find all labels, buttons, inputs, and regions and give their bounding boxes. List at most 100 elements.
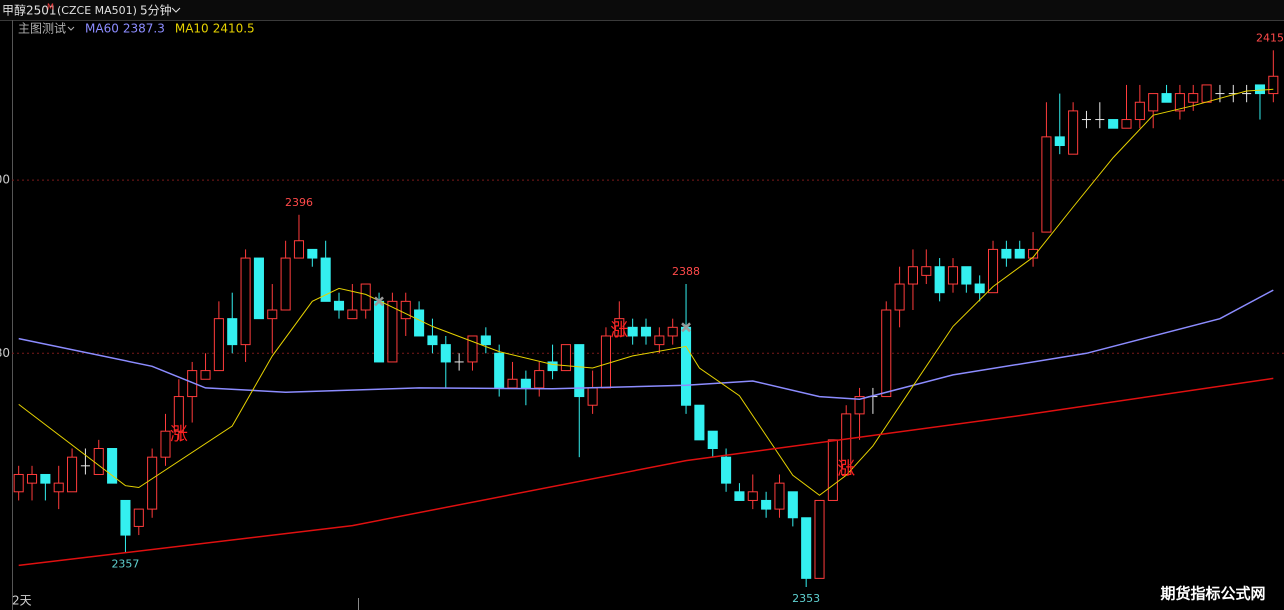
footer-label: 2天 (12, 594, 32, 608)
signal: 涨 (170, 424, 188, 444)
candle-body (534, 370, 545, 389)
candle-body (1028, 248, 1039, 259)
legend-value: 2387.3 (123, 22, 165, 36)
signal: 涨 (837, 459, 855, 479)
candle-body (53, 482, 64, 493)
candle-body (681, 326, 692, 406)
candle-body (320, 257, 331, 302)
candle-body (894, 283, 905, 311)
candle-body (93, 448, 104, 475)
candle-body (40, 473, 51, 484)
candle-body (1161, 93, 1172, 103)
symbol-code: (CZCE MA501) (57, 4, 137, 17)
watermark: 期货指标公式网 (1160, 585, 1265, 603)
candle-body (907, 266, 918, 285)
legend-value: 2410.5 (213, 22, 255, 36)
extreme-label: 2396 (285, 196, 313, 209)
candle-body (293, 240, 305, 259)
candle-body (574, 344, 585, 398)
candle-body (507, 378, 518, 389)
cross-marker (374, 296, 384, 307)
candle-body (801, 517, 812, 579)
extreme-label: 2415 (1256, 31, 1284, 44)
candle-body (147, 456, 158, 510)
candle-body (934, 266, 945, 294)
extreme-label: 2353 (792, 592, 820, 605)
candle-body (427, 335, 438, 346)
candle-body (374, 300, 385, 363)
candle-body (200, 370, 211, 380)
indicator-chevron[interactable] (67, 26, 75, 31)
legend-name: MA60 (85, 22, 119, 36)
candle-body (1174, 93, 1185, 112)
candle-body (1054, 136, 1065, 147)
watermark-bg (1142, 580, 1284, 610)
candle-body (1268, 75, 1279, 95)
candle-body (1254, 84, 1266, 95)
period[interactable]: 5分钟 (140, 3, 172, 18)
candle-body (307, 248, 318, 259)
candle-body (227, 318, 238, 346)
candle-body (1201, 84, 1212, 103)
y-tick-label: 2400 (0, 173, 10, 187)
candle-body (667, 326, 678, 337)
signal: 涨 (610, 320, 628, 340)
candle-body (761, 499, 772, 510)
candle-body (640, 326, 652, 337)
candle-body (494, 352, 505, 389)
candle-body (1068, 110, 1079, 155)
candle-body (333, 300, 345, 311)
extreme-label: 2388 (672, 265, 700, 278)
candle-body (213, 318, 224, 372)
candle-body (814, 499, 825, 579)
period-chevron[interactable] (171, 7, 181, 13)
candle-body (947, 266, 959, 285)
candle-body (694, 404, 705, 441)
candle-body (360, 283, 371, 311)
y-tick-label: 2380 (0, 346, 10, 360)
indicator[interactable]: 主图测试 (18, 21, 66, 36)
candle-body (1121, 119, 1132, 129)
candle-body (67, 456, 78, 493)
candle-body (1134, 101, 1145, 121)
candle-body (961, 266, 972, 285)
indicator-line (18, 88, 1274, 496)
candle-body (280, 257, 291, 311)
candle-body (987, 248, 999, 294)
candle-body (587, 387, 598, 406)
candle-body (734, 491, 745, 501)
candle-body (1188, 93, 1199, 103)
candle-body (841, 413, 852, 475)
candle-body (253, 257, 264, 320)
header-bar (0, 0, 1284, 20)
extreme-label: 2357 (111, 557, 139, 570)
candle-body (480, 335, 491, 346)
candle-body (921, 266, 932, 276)
candle-body (1014, 248, 1025, 259)
indicator-line (18, 289, 1274, 400)
candle-body (881, 309, 892, 398)
candle-body (120, 499, 131, 536)
candle-body (614, 318, 625, 337)
candle-body (107, 448, 118, 484)
candle-body (520, 378, 531, 389)
candle-body (267, 309, 278, 320)
candle-body (133, 508, 144, 527)
candle-body (1148, 93, 1159, 112)
candle-body (547, 361, 558, 372)
candle-body (627, 326, 638, 337)
symbol-flag: M (47, 3, 54, 12)
candle-body (13, 473, 24, 493)
candle-body (854, 396, 865, 415)
candle-body (1001, 248, 1012, 259)
candle-body (440, 344, 451, 363)
symbol: 甲醇2501 (2, 3, 57, 18)
candle-body (721, 456, 732, 484)
candle-body (774, 482, 785, 510)
candle-body (26, 473, 38, 484)
cross-marker (681, 322, 691, 333)
candle-body (347, 309, 358, 320)
candle-body (600, 335, 611, 389)
candle-body (387, 300, 398, 363)
